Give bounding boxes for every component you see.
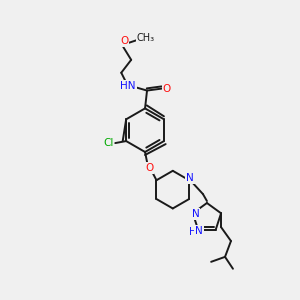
Text: HN: HN [121, 81, 136, 91]
Text: H: H [189, 227, 196, 237]
Text: N: N [186, 173, 194, 183]
Text: O: O [120, 36, 128, 46]
Text: Cl: Cl [103, 138, 113, 148]
Text: O: O [163, 84, 171, 94]
Text: N: N [195, 226, 203, 236]
Text: N: N [192, 209, 200, 219]
Text: O: O [145, 163, 153, 173]
Text: CH₃: CH₃ [137, 33, 155, 43]
